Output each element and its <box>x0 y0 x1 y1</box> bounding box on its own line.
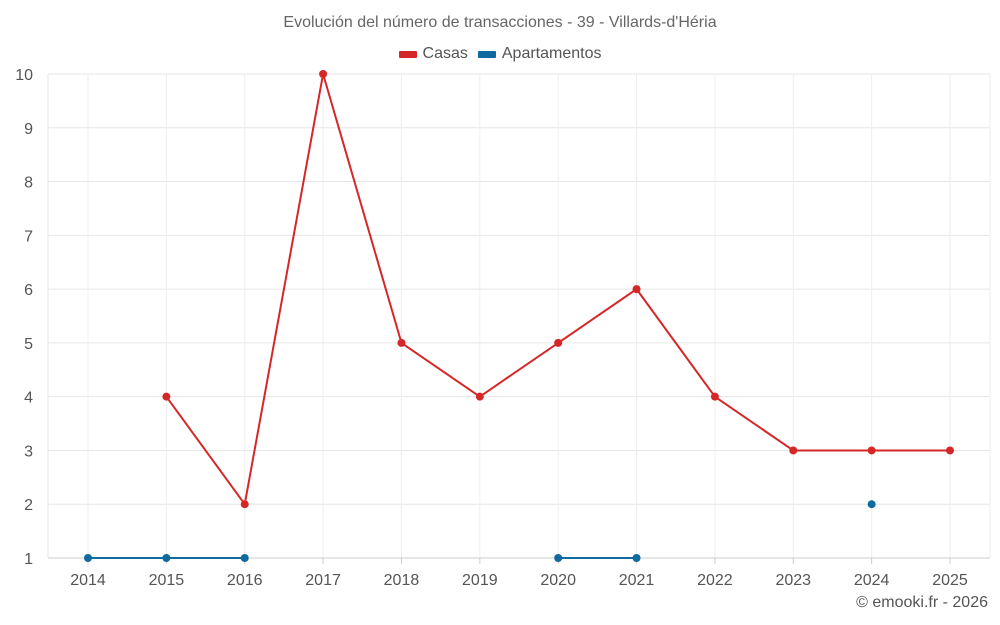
data-point-apartamentos <box>632 554 641 562</box>
legend-swatch <box>398 50 417 58</box>
y-tick-label: 10 <box>15 67 33 84</box>
legend-swatch <box>477 50 496 58</box>
y-tick-label: 1 <box>24 551 33 568</box>
x-tick-label: 2018 <box>384 572 420 589</box>
x-tick-label: 2022 <box>697 572 733 589</box>
legend: Casas Apartamentos <box>0 45 1000 63</box>
x-tick-label: 2020 <box>540 572 576 589</box>
x-tick-label: 2014 <box>70 572 106 589</box>
data-point-casas <box>162 392 171 401</box>
data-point-casas <box>632 285 641 294</box>
data-point-apartamentos <box>84 554 92 562</box>
data-point-casas <box>867 446 876 455</box>
x-tick-label: 2017 <box>305 572 341 589</box>
data-point-casas <box>397 338 406 347</box>
data-point-casas <box>710 392 719 401</box>
y-tick-label: 9 <box>24 121 33 138</box>
x-tick-label: 2023 <box>775 572 811 589</box>
y-tick-label: 7 <box>24 228 33 245</box>
data-point-apartamentos <box>867 500 876 509</box>
legend-label: Apartamentos <box>501 45 602 62</box>
y-tick-label: 3 <box>24 443 33 460</box>
data-point-apartamentos <box>162 554 171 562</box>
y-tick-label: 4 <box>24 390 33 407</box>
data-point-casas <box>946 446 954 455</box>
data-point-casas <box>789 446 798 455</box>
data-point-casas <box>319 70 328 78</box>
legend-item-casas[interactable]: Casas <box>398 45 468 63</box>
y-tick-label: 8 <box>24 175 33 192</box>
data-point-casas <box>554 338 563 347</box>
chart-title: Evolución del número de transacciones - … <box>283 14 717 31</box>
legend-label: Casas <box>422 45 468 62</box>
x-tick-label: 2016 <box>227 572 263 589</box>
credit-text: © emooki.fr - 2026 <box>856 594 988 611</box>
x-tick-label: 2019 <box>462 572 498 589</box>
x-tick-label: 2021 <box>619 572 655 589</box>
data-point-casas <box>475 392 484 401</box>
y-tick-label: 6 <box>24 282 33 299</box>
x-tick-label: 2015 <box>149 572 185 589</box>
data-point-apartamentos <box>554 554 563 562</box>
y-tick-label: 5 <box>24 336 33 353</box>
x-tick-label: 2025 <box>932 572 968 589</box>
y-tick-label: 2 <box>24 497 33 514</box>
x-tick-label: 2024 <box>854 572 890 589</box>
data-point-casas <box>240 500 249 509</box>
data-point-apartamentos <box>240 554 249 562</box>
legend-item-apartamentos[interactable]: Apartamentos <box>477 45 602 63</box>
